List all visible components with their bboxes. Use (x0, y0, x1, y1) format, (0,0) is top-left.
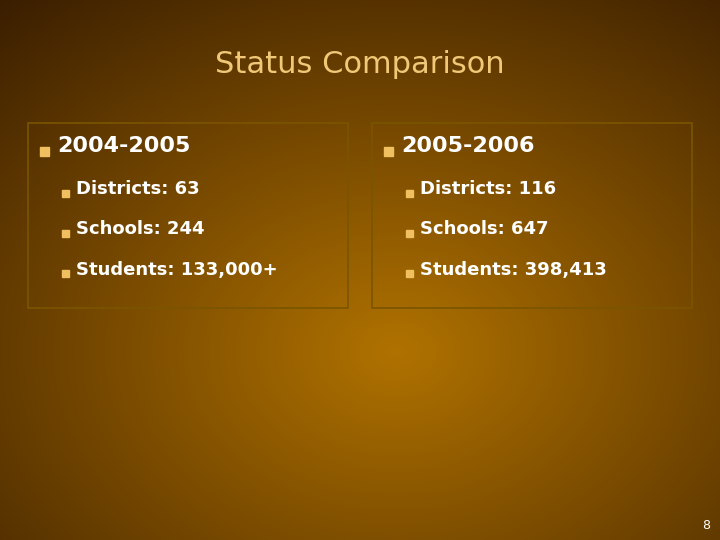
Text: 2004-2005: 2004-2005 (57, 137, 190, 157)
Text: Schools: 244: Schools: 244 (76, 220, 204, 239)
Bar (406, 230, 413, 237)
Text: 2005-2006: 2005-2006 (401, 137, 534, 157)
Bar (406, 190, 413, 197)
Text: Districts: 63: Districts: 63 (76, 180, 199, 199)
Text: Students: 398,413: Students: 398,413 (420, 260, 607, 279)
Text: Students: 133,000+: Students: 133,000+ (76, 260, 278, 279)
Bar (62, 230, 69, 237)
Bar (62, 269, 69, 276)
Bar (40, 146, 49, 156)
Bar (62, 190, 69, 197)
Bar (28, 123, 348, 308)
Text: Schools: 647: Schools: 647 (420, 220, 549, 239)
Text: Districts: 116: Districts: 116 (420, 180, 556, 199)
Bar (406, 269, 413, 276)
Text: Status Comparison: Status Comparison (215, 50, 505, 79)
Text: 8: 8 (702, 519, 710, 532)
Bar (384, 146, 393, 156)
Bar (372, 123, 692, 308)
